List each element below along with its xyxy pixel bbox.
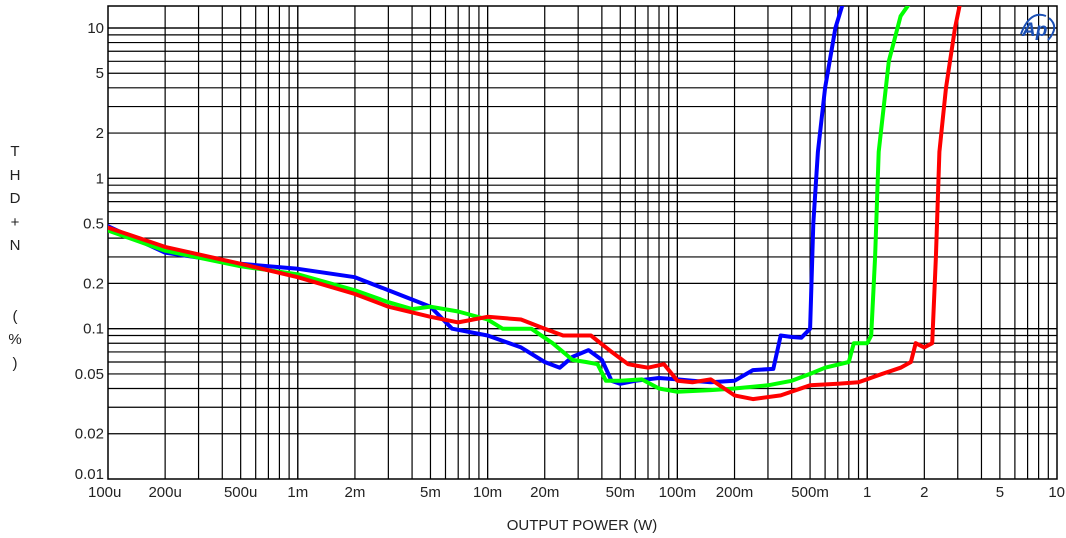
y-axis-label-char: % xyxy=(8,331,22,348)
y-tick-label: 0.5 xyxy=(83,216,104,233)
x-tick-label: 50m xyxy=(606,484,635,501)
series-layer xyxy=(108,6,962,402)
x-tick-label: 5 xyxy=(996,484,1004,501)
x-tick-label: 20m xyxy=(530,484,559,501)
y-axis-label-char: N xyxy=(9,237,21,254)
y-axis-label-char xyxy=(4,258,26,282)
grid xyxy=(107,5,1058,480)
y-axis-label-char: ) xyxy=(12,354,18,372)
y-tick-label: 10 xyxy=(87,20,104,37)
y-axis-label-char: T xyxy=(10,143,20,160)
x-tick-label: 200m xyxy=(716,484,754,501)
svg-text:Ap: Ap xyxy=(1021,20,1047,41)
y-tick-label: 0.2 xyxy=(83,275,104,292)
plot-frame xyxy=(107,5,1058,480)
x-tick-labels: 100u 200u 500u 1m 2m 5m 10m 20m 50m 100m 200m 500m 1… xyxy=(88,484,1065,501)
series-line-2 xyxy=(108,6,911,394)
x-tick-label: 1m xyxy=(287,484,308,501)
x-tick-label: 500m xyxy=(791,484,829,501)
y-tick-label: 0.02 xyxy=(75,426,104,443)
x-tick-label: 1 xyxy=(863,484,871,501)
x-tick-label: 100m xyxy=(659,484,697,501)
y-axis-label-char: ( xyxy=(12,307,18,325)
x-tick-label: 10 xyxy=(1048,484,1065,501)
ap-logo-icon: Ap xyxy=(1020,13,1056,41)
y-axis-label-char: + xyxy=(10,213,20,231)
series-line-3 xyxy=(108,6,962,402)
y-tick-labels: 0.01 0.02 0.05 0.1 0.2 0.5 1 2 5 10 xyxy=(75,20,104,483)
x-tick-label: 10m xyxy=(473,484,502,501)
y-axis-label-char: D xyxy=(9,190,21,207)
x-tick-label: 200u xyxy=(148,484,181,501)
y-tick-label: 1 xyxy=(96,170,104,187)
x-axis-label: OUTPUT POWER (W) xyxy=(507,517,658,534)
x-tick-label: 100u xyxy=(88,484,121,501)
y-tick-label: 0.05 xyxy=(75,366,104,383)
y-tick-label: 5 xyxy=(96,65,104,82)
x-tick-label: 500u xyxy=(224,484,257,501)
y-axis-label-char: H xyxy=(9,166,21,184)
y-axis-label-char xyxy=(4,281,26,305)
x-tick-label: 2m xyxy=(345,484,366,501)
y-tick-label: 2 xyxy=(96,125,104,142)
y-tick-label: 0.01 xyxy=(75,466,104,483)
y-axis-label: T H D + N (%) xyxy=(4,140,26,375)
x-tick-label: 5m xyxy=(420,484,441,501)
y-tick-label: 0.1 xyxy=(83,321,104,338)
x-tick-label: 2 xyxy=(920,484,928,501)
